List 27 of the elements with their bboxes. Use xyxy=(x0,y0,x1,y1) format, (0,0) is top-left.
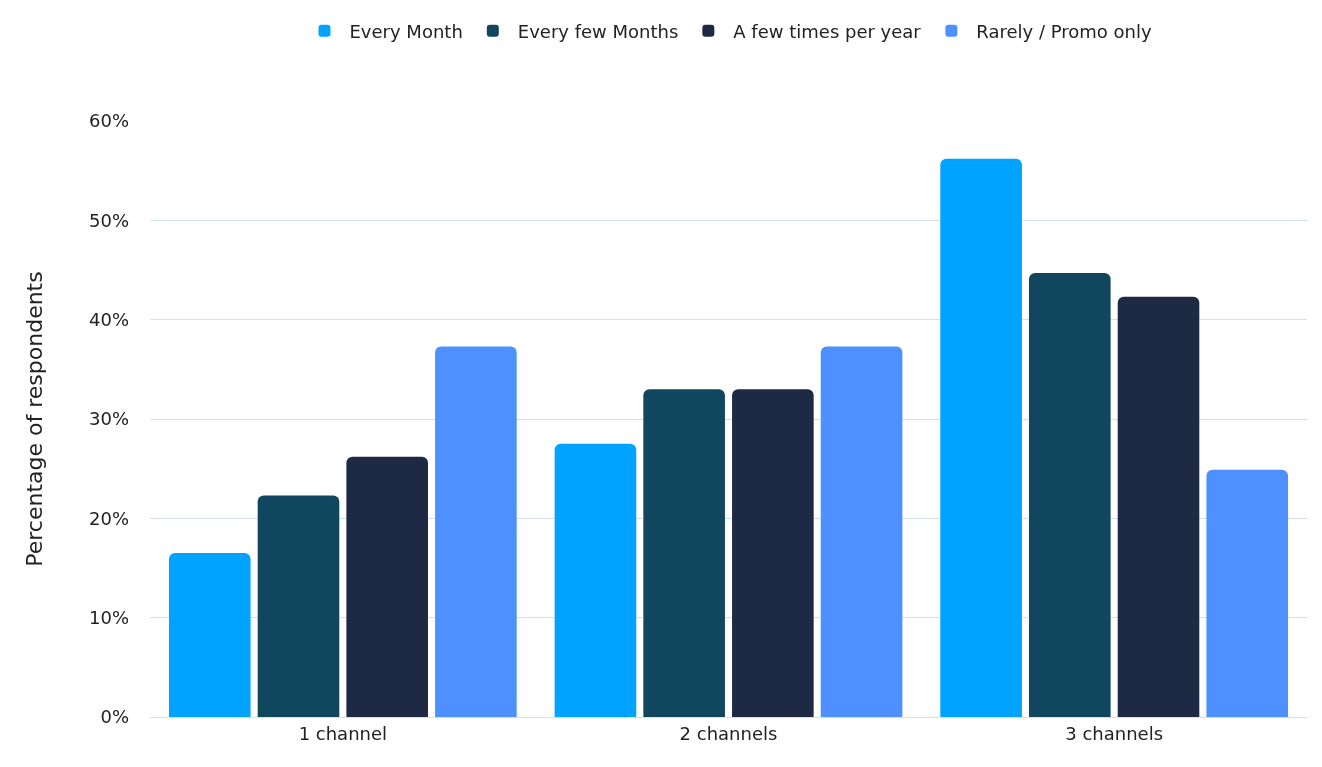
y-axis-title: Percentage of respondents xyxy=(21,271,47,567)
bar xyxy=(257,495,340,717)
y-tick-label: 0% xyxy=(100,706,129,728)
bar xyxy=(435,346,517,717)
bar xyxy=(820,346,903,717)
legend-label: Every Month xyxy=(349,20,463,42)
y-tick-label: 30% xyxy=(88,408,129,430)
x-tick-label: 3 channels xyxy=(1065,722,1164,744)
y-tick-label: 40% xyxy=(88,308,129,330)
bar xyxy=(346,456,428,717)
legend-label: Rarely / Promo only xyxy=(976,20,1152,42)
bar xyxy=(168,553,251,717)
y-tick-label: 50% xyxy=(88,209,129,231)
legend-label: A few times per year xyxy=(733,20,922,42)
bar xyxy=(940,158,1022,717)
bar xyxy=(1029,272,1111,717)
legend-label: Every few Months xyxy=(517,20,679,42)
bar xyxy=(643,389,725,717)
y-tick-label: 60% xyxy=(88,110,129,132)
y-tick-label: 20% xyxy=(88,507,129,529)
x-tick-label: 2 channels xyxy=(679,722,778,744)
bar xyxy=(554,443,637,717)
x-tick-label: 1 channel xyxy=(298,722,388,744)
bar xyxy=(732,389,814,717)
bar xyxy=(1117,296,1200,717)
y-tick-label: 10% xyxy=(88,606,129,628)
bar xyxy=(1206,469,1289,717)
